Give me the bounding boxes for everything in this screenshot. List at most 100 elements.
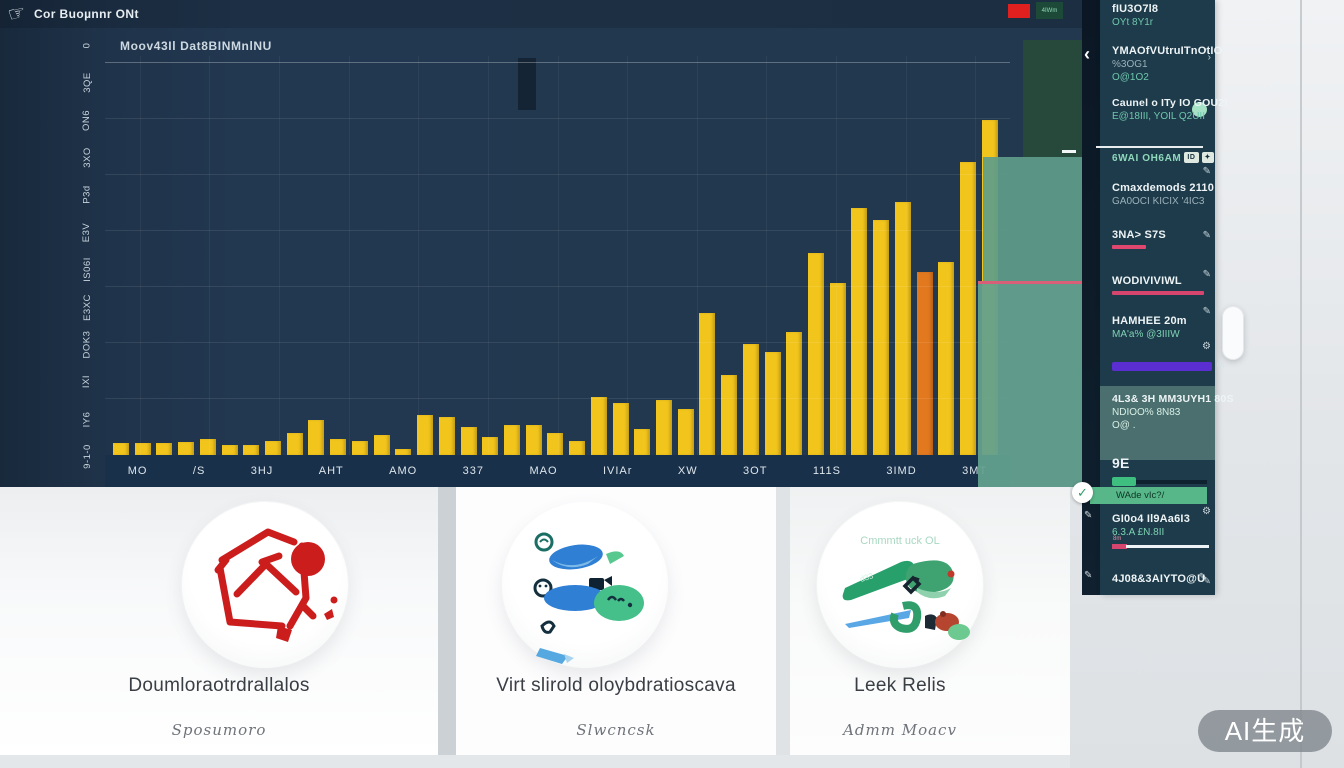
overlay-dark-green-block <box>1023 40 1082 157</box>
gridline-horizontal <box>105 62 1010 63</box>
bars-container <box>113 56 998 455</box>
gridline-vertical <box>348 56 350 455</box>
accent-underline <box>1112 291 1204 295</box>
bar <box>786 332 803 455</box>
sidebar-badge: ✦ <box>1201 152 1215 163</box>
gridline-horizontal <box>105 174 1010 175</box>
check-circle-icon[interactable]: ✓ <box>1072 482 1093 503</box>
pencil-icon[interactable]: ✎ <box>1202 576 1211 587</box>
app-header: ☞ Cor Buoµnnr ONt <box>5 1 139 27</box>
sidebar-item-11[interactable] <box>1112 477 1207 486</box>
bar <box>373 435 390 455</box>
sidebar-item-subtitle: NDIOO% 8N83 <box>1112 407 1181 418</box>
sidebar-item-4[interactable]: Cmaxdemods 2110 GA0OCI KICIX '4IC3 <box>1112 181 1214 208</box>
sidebar-item-9[interactable]: 4L3& 3H MM3UYH1 80S NDIOO% 8N83 O@ . <box>1100 386 1234 460</box>
bar <box>156 443 173 455</box>
x-tick-label: 3HJ <box>250 465 274 477</box>
sidebar-item-5[interactable]: 3NA> S7S <box>1112 228 1207 249</box>
bar <box>482 437 499 455</box>
bar <box>330 439 347 455</box>
right-divider-line <box>1300 0 1302 768</box>
sidebar-item-title: 6WAI OH6AM ID ✦ <box>1112 152 1215 166</box>
app-logo-icon: ☞ <box>5 1 29 27</box>
sidebar-item-8[interactable]: OL <box>1112 362 1226 371</box>
progress-bar: OL <box>1112 362 1226 371</box>
circle-illustration-2[interactable] <box>502 502 668 668</box>
sidebar-item-title: GI0o4 Il9Aa6I3 <box>1112 513 1191 525</box>
chevron-left-icon[interactable]: ‹ <box>1084 44 1090 64</box>
bar <box>308 420 325 455</box>
bar <box>677 409 694 455</box>
progress-label: OL <box>1216 362 1226 369</box>
legend-red-swatch <box>1008 4 1030 18</box>
status-dot <box>1192 102 1207 117</box>
gear-icon[interactable]: ⚙ <box>1202 506 1211 517</box>
y-tick-label: E3V <box>81 222 93 243</box>
pencil-icon[interactable]: ✎ <box>1202 306 1211 317</box>
pencil-icon[interactable]: ✎ <box>1202 166 1211 177</box>
bar <box>699 313 716 455</box>
y-tick-label: IXI <box>81 375 93 389</box>
dark-marker <box>518 58 536 110</box>
sidebar-highlight-row[interactable]: WAde vIc?/ <box>1090 487 1207 504</box>
scrollbar-thumb[interactable] <box>1222 306 1244 360</box>
y-tick-label: 3QE <box>81 72 93 94</box>
card-subtitle: Slwcncsk <box>576 721 656 739</box>
x-tick-label: /S <box>192 465 206 477</box>
gridline-vertical <box>766 56 768 455</box>
bar <box>721 375 738 455</box>
sidebar-item-6[interactable]: WODIVIVIWL <box>1112 274 1207 295</box>
gridline-vertical <box>835 56 837 455</box>
sidebar-item-7[interactable]: HAMHEE 20m MA'a% @3IIIW <box>1112 314 1207 341</box>
threshold-line <box>978 281 1082 284</box>
sidebar-item-title: 4L3& 3H MM3UYH1 80S <box>1112 393 1234 405</box>
chevron-right-icon[interactable]: › <box>1203 44 1207 55</box>
sidebar-item-title: Caunel o ITy IO GOU2l <box>1112 97 1228 109</box>
sidebar-item-14[interactable]: 4J08&3AIYTO@U ✎ <box>1112 572 1207 586</box>
progress-line <box>1126 545 1209 548</box>
pencil-icon[interactable]: ✎ <box>1084 570 1093 581</box>
gridline-vertical <box>139 56 141 455</box>
pencil-icon[interactable]: ✎ <box>1202 269 1211 280</box>
bar <box>894 202 911 455</box>
bar <box>742 344 759 455</box>
bar <box>960 162 977 455</box>
top-strip <box>0 0 1082 28</box>
x-axis: MO/S 3HJ AHT AMO 337 MAO IVIAr XW 3OT 111S 3IMD 3MT <box>105 455 1010 487</box>
gridline-vertical <box>696 56 698 455</box>
sidebar: fIU3O7l8 OYt 8Y1r YMAOfVUtruITnOtIO %3OG1 O@… <box>1090 0 1234 595</box>
bar <box>655 400 672 455</box>
bar <box>113 443 129 455</box>
sidebar-item-title: WODIVIVIWL <box>1112 275 1182 287</box>
chevron-right-icon[interactable]: › <box>1207 52 1211 63</box>
overlay-teal-block-lower <box>978 283 1082 487</box>
gridline-vertical <box>209 56 211 455</box>
sidebar-item-0[interactable]: fIU3O7l8 OYt 8Y1r <box>1112 2 1207 29</box>
y-axis-labels: 0 3QE ON6 3XO P3d E3V IS06I E3XC DOK3 IXI IY6 9-1-0 <box>70 40 104 469</box>
bar <box>417 415 434 455</box>
gear-icon[interactable]: ⚙ <box>1202 341 1211 352</box>
sidebar-item-13[interactable]: GI0o4 Il9Aa6I3 6.3.A £N.8II 8m <box>1112 512 1209 549</box>
x-tick-label: 3IMD <box>886 465 917 477</box>
y-tick-label: 0 <box>81 42 93 49</box>
card-title: Doumloraotrdrallalos <box>128 675 310 696</box>
pencil-icon[interactable]: ✎ <box>1198 572 1207 583</box>
pencil-icon[interactable]: ✎ <box>1084 510 1093 521</box>
mini-progress <box>1112 477 1207 486</box>
circle-illustration-1[interactable] <box>182 502 348 668</box>
pencil-icon[interactable]: ✎ <box>1202 230 1211 241</box>
gridline-vertical <box>627 56 629 455</box>
sidebar-item-1[interactable]: YMAOfVUtruITnOtIO %3OG1 O@1O2 › <box>1112 44 1222 84</box>
progress-track: 8m <box>1112 536 1209 549</box>
sidebar-badge: ID <box>1184 152 1199 163</box>
bar <box>764 352 781 455</box>
bar <box>351 441 368 455</box>
chart-panel: ☞ Cor Buoµnnr ONt Moov43Il Dat8BINMnlNU … <box>0 0 1082 487</box>
sidebar-item-3[interactable]: 6WAI OH6AM ID ✦ <box>1096 146 1215 166</box>
blue-doodles-icon <box>533 532 644 664</box>
y-tick-label: P3d <box>81 185 93 205</box>
circle-illustration-3[interactable]: Cmmmtt uck OL d33 <box>817 502 983 668</box>
sidebar-item-10[interactable]: 9E <box>1112 456 1207 470</box>
sidebar-item-2[interactable]: Caunel o ITy IO GOU2l E@18III, YOIL Q2UII <box>1112 96 1228 123</box>
